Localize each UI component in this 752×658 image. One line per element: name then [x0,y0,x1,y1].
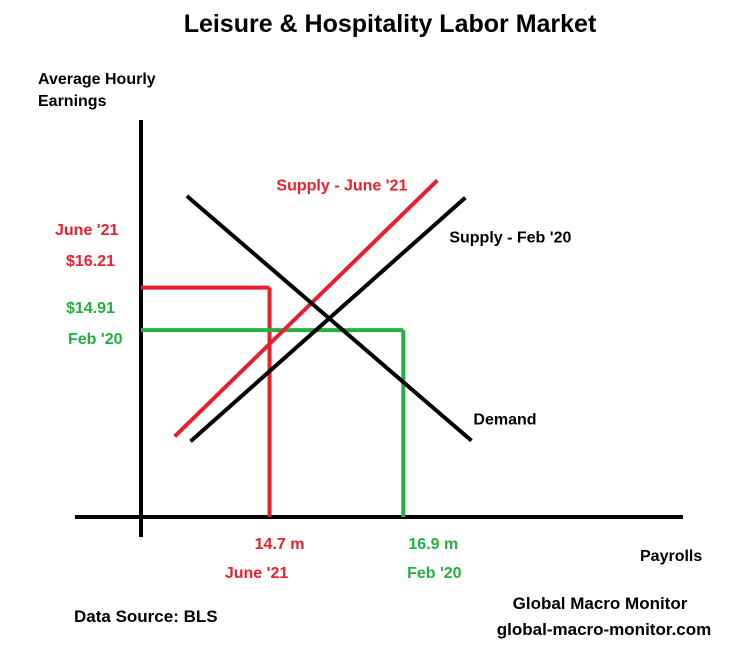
series-label-supply-feb20: Supply - Feb '20 [449,230,571,247]
supply-june21-line [173,178,439,438]
brand-url: global-macro-monitor.com [497,620,711,639]
chart-title: Leisure & Hospitality Labor Market [184,10,597,38]
y-axis-label-line2: Earnings [38,93,107,110]
wage-label-june21: $16.21 [66,253,115,270]
data-source-note: Data Source: BLS [74,607,218,626]
payroll-label-feb20: 16.9 m [408,536,458,553]
series-label-supply-june21: Supply - June '21 [276,177,407,194]
wage-period-label-feb20: Feb '20 [68,331,123,348]
demand-line [185,194,473,443]
series-label-demand: Demand [473,412,536,429]
wage-label-feb20: $14.91 [66,300,115,317]
y-axis-label-line1: Average Hourly [38,71,156,88]
wage-period-label-june21: June '21 [55,222,118,239]
brand-name: Global Macro Monitor [513,594,688,613]
x-axis-label: Payrolls [640,548,702,565]
chart-labels: Supply - June '21 Supply - Feb '20 Demand J… [55,177,571,582]
payroll-period-label-june21: June '21 [225,565,288,582]
payroll-label-june21: 14.7 m [255,536,305,553]
payroll-period-label-feb20: Feb '20 [407,565,462,582]
chart-marks [75,120,683,537]
